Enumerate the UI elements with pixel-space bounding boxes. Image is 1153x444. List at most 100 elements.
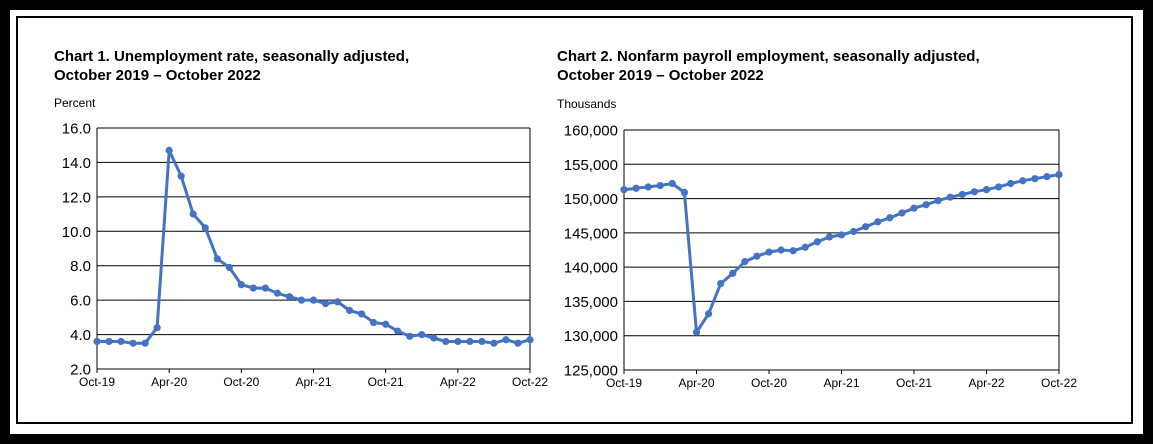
chart-2-data-point — [1055, 170, 1063, 179]
chart-1-data-point — [454, 337, 462, 346]
chart-2-data-point — [644, 183, 652, 191]
chart-1-data-point — [309, 296, 318, 304]
chart-2-xtick-label: Oct-20 — [751, 376, 787, 390]
chart-1-data-point — [225, 263, 233, 272]
chart-1-data-point — [297, 296, 306, 304]
chart-2-data-point — [934, 197, 942, 205]
chart-2-data-point — [982, 186, 991, 194]
chart-1-data-point — [490, 339, 498, 347]
chart-2-data-point — [1007, 179, 1015, 188]
chart-2-data-point — [898, 209, 906, 217]
chart-2-title-line1: Chart 2. Nonfarm payroll employment, sea… — [557, 48, 980, 65]
chart-1-ytick-label: 6.0 — [70, 293, 91, 310]
chart-2-data-point — [994, 183, 1003, 191]
chart-2-data-point — [801, 243, 809, 251]
chart-2-ytick-label: 145,000 — [564, 225, 618, 242]
chart-1-data-point — [345, 306, 354, 315]
chart-1-data-point — [358, 310, 366, 318]
chart-2-data-point — [789, 247, 797, 255]
chart-1-data-point — [321, 299, 330, 308]
chart-1-data-point — [502, 336, 510, 344]
chart-2-data-point — [825, 233, 834, 241]
chart-2-ytick-label: 125,000 — [564, 363, 618, 380]
chart-1-data-point — [418, 330, 426, 339]
chart-2-xtick-label: Apr-22 — [968, 376, 1004, 390]
chart-1-panel: Chart 1. Unemployment rate, seasonally a… — [0, 0, 576, 444]
chart-1-data-point — [466, 337, 474, 346]
chart-1-ytick-label: 12.0 — [62, 189, 91, 206]
chart-1-title-line2: October 2019 – October 2022 — [54, 67, 261, 84]
chart-2-data-point — [704, 310, 713, 318]
chart-2-ytick-label: 150,000 — [564, 191, 618, 208]
chart-2-data-point — [765, 248, 773, 256]
chart-1-data-point — [406, 332, 414, 340]
chart-1-xtick-label: Apr-22 — [440, 375, 476, 389]
chart-1-ytick-label: 14.0 — [62, 155, 91, 172]
chart-1-ylabel: Percent — [54, 96, 96, 110]
chart-2-xtick-label: Apr-21 — [823, 376, 859, 390]
chart-1-data-point — [201, 224, 209, 232]
chart-1-ytick-label: 4.0 — [70, 327, 91, 344]
chart-1-xtick-label: Oct-20 — [223, 375, 259, 389]
chart-1-xtick-label: Oct-21 — [368, 375, 404, 389]
chart-2-data-point — [813, 238, 821, 246]
chart-2-ytick-label: 160,000 — [564, 123, 618, 140]
chart-2-data-point — [632, 184, 640, 192]
chart-2-data-point — [620, 186, 628, 194]
chart-1-data-point — [442, 337, 450, 346]
chart-1-ytick-label: 16.0 — [62, 121, 91, 138]
chart-1-data-point — [117, 337, 125, 346]
chart-1-data-point — [237, 281, 245, 289]
chart-2-data-point — [886, 214, 894, 222]
chart-2-data-point — [958, 190, 966, 199]
chart-2-data-point — [729, 269, 737, 277]
chart-1-ytick-label: 8.0 — [70, 258, 91, 275]
chart-1-data-point — [394, 327, 402, 335]
chart-2-ylabel: Thousands — [557, 97, 617, 111]
chart-1-xtick-label: Oct-19 — [79, 375, 115, 389]
chart-2-data-point — [656, 181, 664, 190]
chart-2-data-point — [946, 193, 954, 201]
chart-2-data-point — [753, 252, 761, 260]
chart-1-data-point — [105, 337, 113, 346]
chart-2-xtick-label: Apr-20 — [678, 376, 714, 390]
chart-2-data-point — [862, 223, 870, 231]
chart-1-data-point — [333, 298, 342, 306]
chart-1-data-point — [141, 339, 149, 347]
chart-2-ytick-label: 135,000 — [564, 294, 618, 311]
chart-1-data-point — [153, 324, 161, 332]
chart-1-data-point — [526, 336, 534, 344]
chart-1-data-point — [213, 255, 221, 263]
chart-1-data-point — [478, 337, 486, 346]
chart-2-data-point — [668, 179, 676, 188]
chart-1-data-point — [261, 284, 269, 292]
chart-1-data-point — [177, 172, 185, 180]
chart-1-data-point — [382, 320, 390, 328]
chart-2-ytick-label: 130,000 — [564, 328, 618, 345]
chart-2-xtick-label: Oct-22 — [1041, 376, 1077, 390]
chart-2-data-point — [777, 246, 785, 254]
chart-1-xtick-label: Apr-20 — [151, 375, 187, 389]
chart-2-data-point — [922, 201, 930, 209]
chart-1-title-line1: Chart 1. Unemployment rate, seasonally a… — [54, 48, 410, 65]
chart-2-ytick-label: 155,000 — [564, 157, 618, 174]
chart-2-data-point — [1043, 173, 1051, 181]
chart-2-data-point — [910, 204, 918, 212]
chart-2-data-point — [692, 328, 701, 336]
chart-1-data-point — [189, 210, 197, 218]
chart-1-data-point — [514, 339, 522, 347]
chart-1-data-point — [129, 339, 137, 347]
chart-1-data-point — [430, 334, 438, 342]
chart-2-data-point — [680, 188, 689, 196]
chart-2-data-point — [837, 231, 846, 239]
chart-2-xtick-label: Oct-19 — [606, 376, 642, 390]
frame-border — [16, 16, 1133, 424]
chart-2-data-point — [874, 218, 882, 226]
chart-2-data-point — [717, 280, 725, 288]
chart-2-data-point — [970, 188, 979, 196]
chart-2-ytick-label: 140,000 — [564, 260, 618, 277]
chart-1-xtick-label: Apr-21 — [295, 375, 331, 389]
